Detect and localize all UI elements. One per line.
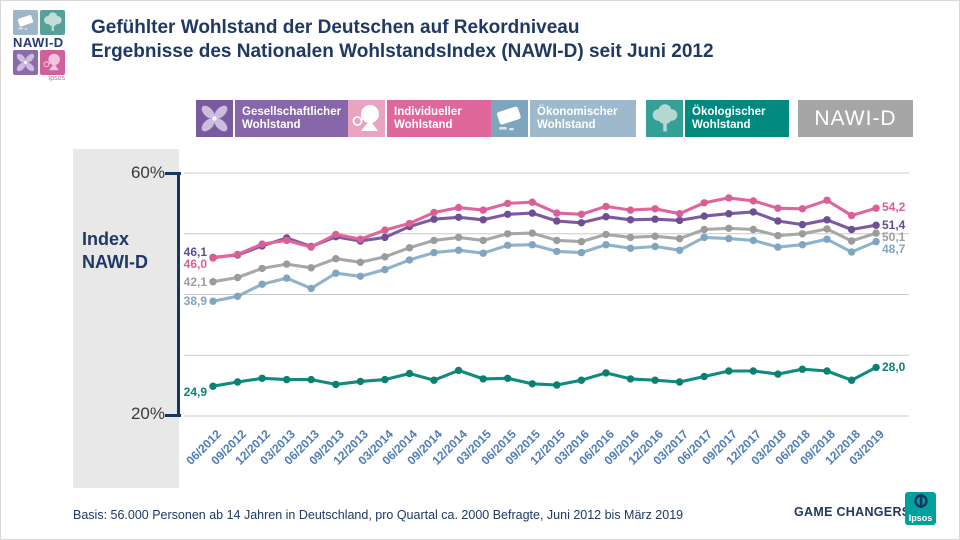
series-start-value: 38,9 [183, 294, 207, 308]
series-start-value: 24,9 [183, 385, 207, 399]
legend-label: Ökonomischer [537, 105, 618, 118]
series-end-value: 48,7 [882, 242, 906, 256]
y-axis-panel [73, 149, 179, 488]
ipsos-logo: Ipsos [905, 492, 936, 525]
chart-plot [184, 172, 909, 417]
ipsos-glyph-icon [914, 494, 928, 508]
legend-item-oekologischer-wohlstand: Ökologischer Wohlstand [646, 100, 789, 137]
series-end-value: 51,4 [882, 218, 906, 232]
series-start-value: 42,1 [183, 275, 207, 289]
legend-label: Wohlstand [242, 118, 301, 131]
logo-wordmark: NAWI-D [13, 35, 64, 50]
legend-label: Wohlstand [692, 118, 751, 131]
series-start-value: 46,0 [183, 257, 207, 271]
legend-label: Ökologischer [692, 105, 766, 118]
title-line-2: Ergebnisse des Nationalen WohlstandsInde… [91, 41, 714, 62]
y-axis-line [177, 173, 180, 417]
basis-note: Basis: 56.000 Personen ab 14 Jahren in D… [73, 508, 684, 522]
money-ledger-icon [491, 100, 528, 137]
pinwheel-hands-icon [13, 50, 38, 75]
y-axis-tick [165, 172, 181, 175]
legend-label: Gesellschaftlicher [242, 105, 342, 118]
person-profile-icon [348, 100, 385, 137]
legend-label: Individueller [394, 105, 462, 118]
tree-icon [646, 100, 683, 137]
y-axis-bottom-label: 20% [130, 404, 165, 423]
legend-item-gesellschaftlicher-wohlstand: Gesellschaftlicher Wohlstand [196, 100, 348, 137]
game-changers-tagline: GAME CHANGERS [794, 505, 911, 519]
person-profile-icon [40, 50, 65, 75]
y-axis-top-label: 60% [130, 163, 165, 182]
y-axis-title: Index NAWI-D [82, 229, 148, 272]
legend-label: Wohlstand [537, 118, 596, 131]
nawid-logo: NAWI-D Ipsos [13, 10, 79, 83]
page-title: Gefühlter Wohlstand der Deutschen auf Re… [91, 16, 714, 64]
tree-icon [40, 10, 65, 35]
series-end-value: 28,0 [882, 360, 906, 374]
title-line-1: Gefühlter Wohlstand der Deutschen auf Re… [91, 17, 580, 38]
legend-label: Wohlstand [394, 118, 453, 131]
y-axis-tick [165, 414, 181, 417]
legend-item-oekonomischer-wohlstand: Ökonomischer Wohlstand [491, 100, 636, 137]
series-start-value: 46,1 [183, 245, 207, 259]
series-end-value: 50,1 [882, 230, 906, 244]
money-ledger-icon [13, 10, 38, 35]
series-end-value: 54,2 [882, 200, 906, 214]
legend-item-nawid: NAWI-D [798, 100, 913, 137]
ipsos-wordmark: Ipsos [908, 513, 933, 523]
pinwheel-hands-icon [196, 100, 233, 137]
legend-item-individueller-wohlstand: Individueller Wohlstand [348, 100, 492, 137]
logo-ipsos-text: Ipsos [48, 75, 65, 82]
